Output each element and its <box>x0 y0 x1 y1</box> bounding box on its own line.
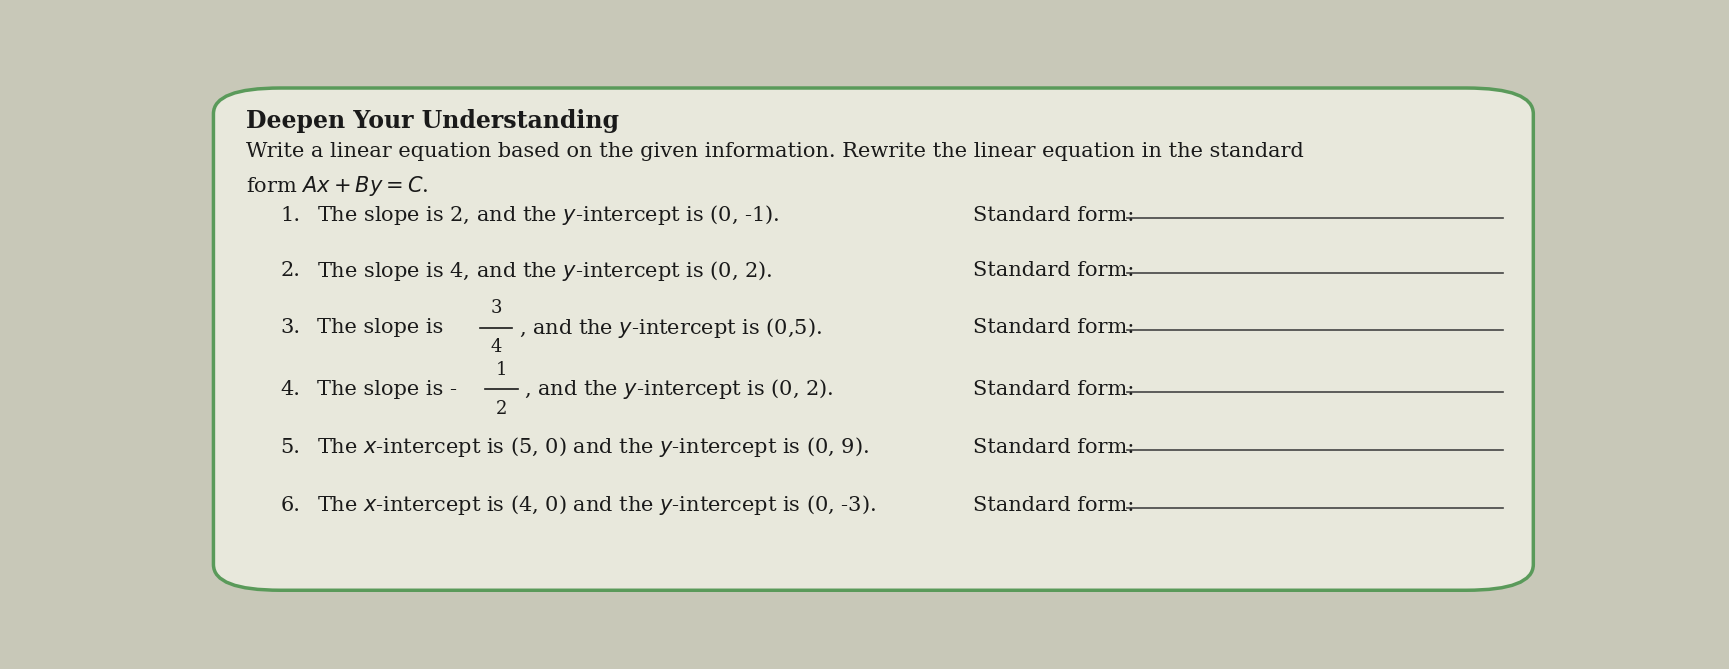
Text: Standard form:: Standard form: <box>973 438 1141 456</box>
Text: The slope is 2, and the $y$-intercept is (0, -1).: The slope is 2, and the $y$-intercept is… <box>316 203 780 227</box>
Text: Standard form:: Standard form: <box>973 496 1141 514</box>
Text: 2: 2 <box>496 400 507 418</box>
Text: 4: 4 <box>491 338 501 356</box>
Text: , and the $y$-intercept is (0, 2).: , and the $y$-intercept is (0, 2). <box>524 377 833 401</box>
Text: 3: 3 <box>491 299 501 317</box>
Text: Standard form:: Standard form: <box>973 380 1141 399</box>
Text: The $x$-intercept is (5, 0) and the $y$-intercept is (0, 9).: The $x$-intercept is (5, 0) and the $y$-… <box>316 435 868 459</box>
Text: The slope is -: The slope is - <box>316 380 456 399</box>
Text: 2.: 2. <box>280 262 301 280</box>
Text: Standard form:: Standard form: <box>973 262 1141 280</box>
Text: 6.: 6. <box>280 496 301 514</box>
Text: 4.: 4. <box>280 380 301 399</box>
Text: 3.: 3. <box>280 318 301 337</box>
Text: Deepen Your Understanding: Deepen Your Understanding <box>246 108 619 132</box>
Text: form $Ax + By = C$.: form $Ax + By = C$. <box>246 174 429 198</box>
Text: Write a linear equation based on the given information. Rewrite the linear equat: Write a linear equation based on the giv… <box>246 142 1304 161</box>
Text: Standard form:: Standard form: <box>973 318 1141 337</box>
Text: 1: 1 <box>496 361 507 379</box>
Text: 1.: 1. <box>280 206 301 225</box>
FancyBboxPatch shape <box>213 88 1534 590</box>
Text: 5.: 5. <box>280 438 301 456</box>
Text: Standard form:: Standard form: <box>973 206 1141 225</box>
Text: The slope is 4, and the $y$-intercept is (0, 2).: The slope is 4, and the $y$-intercept is… <box>316 259 773 283</box>
Text: , and the $y$-intercept is (0,5).: , and the $y$-intercept is (0,5). <box>519 316 821 340</box>
Text: The $x$-intercept is (4, 0) and the $y$-intercept is (0, -3).: The $x$-intercept is (4, 0) and the $y$-… <box>316 493 877 517</box>
Text: The slope is: The slope is <box>316 318 450 337</box>
